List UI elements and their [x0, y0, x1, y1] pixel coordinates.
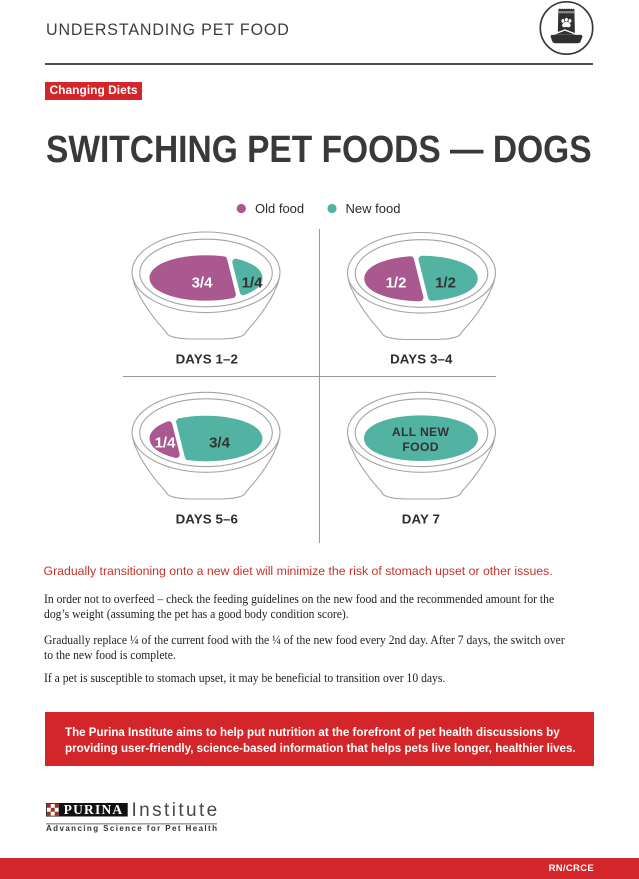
svg-text:ALL NEW: ALL NEW: [392, 425, 450, 439]
svg-text:PURINA: PURINA: [64, 802, 124, 817]
svg-text:1/2: 1/2: [386, 275, 407, 292]
svg-text:Institute: Institute: [132, 800, 220, 821]
svg-text:1/4: 1/4: [155, 435, 177, 452]
svg-text:Advancing Science for Pet Heal: Advancing Science for Pet Health: [46, 824, 218, 833]
svg-text:New food: New food: [346, 201, 401, 216]
svg-text:DAYS 5–6: DAYS 5–6: [176, 512, 238, 527]
svg-text:FOOD: FOOD: [402, 440, 438, 454]
svg-text:3/4: 3/4: [209, 435, 231, 452]
svg-text:DAY 7: DAY 7: [402, 512, 440, 527]
svg-text:3/4: 3/4: [192, 275, 214, 292]
svg-text:1/2: 1/2: [435, 275, 456, 292]
svg-text:1/4: 1/4: [242, 275, 264, 292]
svg-text:DAYS 3–4: DAYS 3–4: [390, 352, 453, 367]
svg-text:Old food: Old food: [255, 201, 304, 216]
svg-text:DAYS 1–2: DAYS 1–2: [176, 352, 238, 367]
